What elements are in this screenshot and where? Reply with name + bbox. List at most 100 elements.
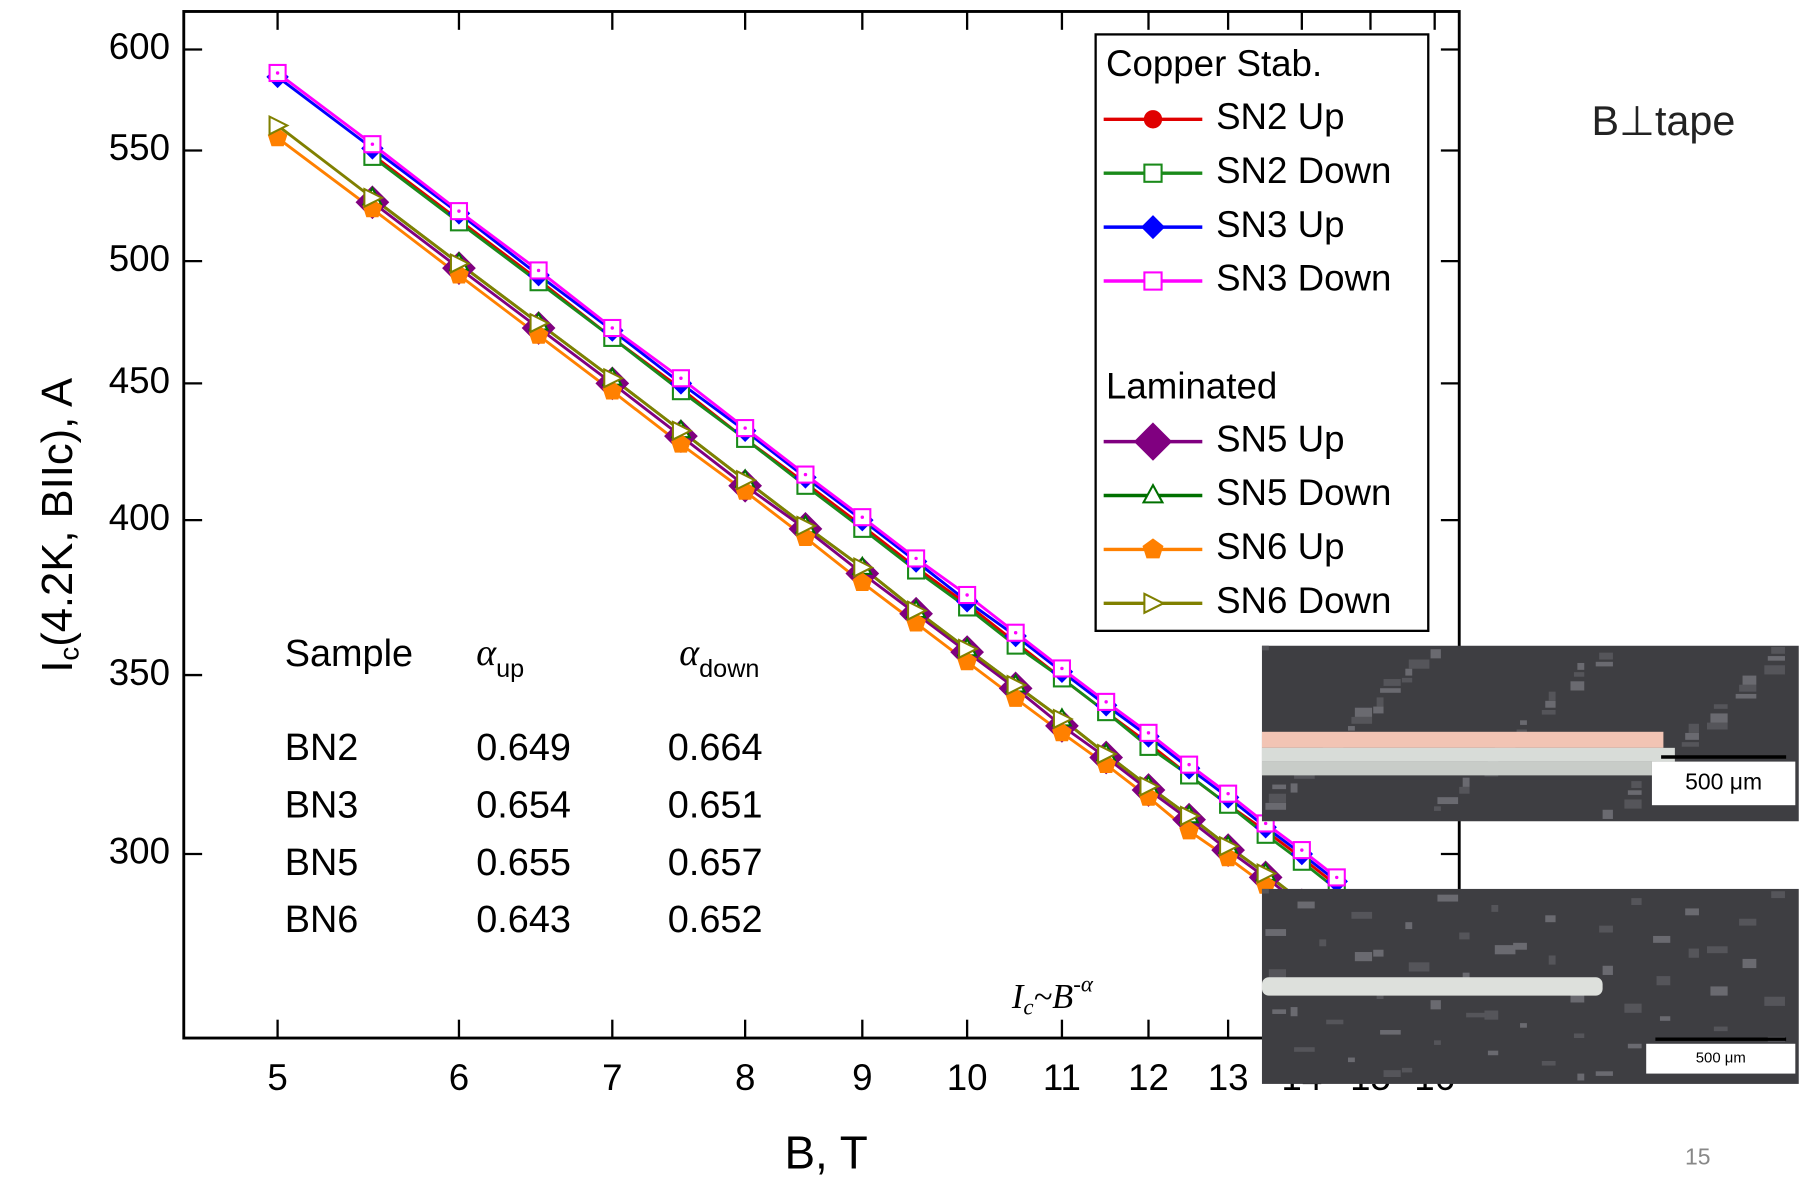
marker-dot [457, 209, 461, 213]
micrograph-grain [1484, 1010, 1499, 1020]
marker-dot [1146, 731, 1151, 735]
data-marker [671, 420, 693, 442]
table-cell: 0.655 [476, 842, 571, 884]
micrograph-grain [1268, 969, 1287, 979]
micrograph-grain [1624, 799, 1642, 809]
micrograph-grain [1520, 720, 1527, 725]
micrograph-grain [1685, 908, 1699, 916]
micrograph-grain [1577, 1073, 1585, 1081]
micrograph-grain [1739, 918, 1757, 926]
data-marker [1143, 163, 1163, 183]
plot-frame [182, 10, 1461, 1040]
micrograph-grain [1373, 706, 1384, 714]
micrograph-grain [1462, 777, 1470, 787]
table-cell: 0.654 [476, 784, 571, 826]
micrograph-grain [1351, 716, 1373, 724]
micrograph-grain [1401, 677, 1413, 683]
tape-layer [1261, 761, 1652, 776]
micrograph-grain [1735, 693, 1757, 699]
micrograph-grain [1268, 793, 1287, 803]
micrograph-grain [1373, 949, 1384, 957]
micrograph-grain [1627, 1043, 1642, 1049]
micrograph-grain [1771, 891, 1785, 899]
micrograph-grain [1548, 691, 1556, 701]
table-header: αup [476, 632, 524, 683]
micrograph-grain [1595, 1071, 1613, 1076]
micrograph-grain [1764, 996, 1785, 1006]
micrograph-grain [1347, 726, 1355, 731]
y-tick-label: 350 [109, 652, 170, 693]
micrograph-grain [1434, 1040, 1441, 1045]
legend-label: SN6 Down [1216, 580, 1391, 621]
micrograph-grain [1347, 1057, 1355, 1063]
micrograph-grain [1681, 742, 1699, 747]
legend-label: SN6 Up [1216, 526, 1344, 567]
micrograph-grain [1577, 662, 1585, 670]
micrograph-grain [1487, 1050, 1499, 1056]
y-tick-label: 500 [109, 238, 170, 279]
data-marker [1139, 775, 1161, 797]
formula-base: I [1011, 978, 1025, 1016]
table-header: αdown [679, 632, 759, 683]
table-header-sub: up [496, 655, 524, 683]
micrograph-grain [1383, 1070, 1401, 1078]
micrograph-grain [1376, 697, 1384, 707]
marker-dot [1300, 848, 1304, 852]
data-marker [852, 572, 873, 592]
micrograph-grain [1261, 888, 1269, 894]
data-marker [1143, 592, 1166, 615]
micrograph-grain [1742, 675, 1757, 685]
micrograph-grain [1520, 1023, 1527, 1028]
micrograph-grain [1466, 1012, 1487, 1018]
micrograph-grain [1408, 659, 1430, 669]
data-marker [1097, 743, 1119, 765]
legend-label: SN5 Down [1216, 472, 1391, 513]
micrograph-grain [1688, 723, 1699, 733]
micrograph-grain [1742, 958, 1757, 969]
micrograph-grain [1294, 774, 1315, 779]
x-tick-label: 12 [1128, 1057, 1169, 1098]
micrograph-grain [1408, 962, 1430, 972]
micrograph-grain [1706, 722, 1728, 730]
marker-dot [914, 556, 918, 561]
scale-label-box [1651, 761, 1796, 806]
scale-label: 500 μm [1685, 768, 1762, 794]
legend-group-title: Laminated [1106, 366, 1277, 407]
legend-label: SN2 Up [1216, 96, 1344, 137]
marker-dot [1226, 791, 1230, 796]
micrograph-grain [1319, 939, 1327, 947]
formula-sub: c [1023, 995, 1033, 1020]
micrograph-grain [1713, 1026, 1728, 1032]
micrograph-grain [1595, 661, 1613, 667]
micrograph-grain [1380, 688, 1401, 693]
data-marker [1141, 483, 1165, 504]
micrograph-grain [1430, 649, 1441, 659]
x-tick-label: 9 [852, 1057, 872, 1098]
micrograph-grain [1653, 935, 1671, 943]
marker-dot [860, 515, 865, 519]
data-marker [796, 515, 818, 537]
y-label-rest: (4.2K, BIIc), A [33, 378, 81, 647]
x-tick-label: 10 [947, 1057, 988, 1098]
micrograph-grain [1573, 672, 1585, 677]
data-marker [529, 312, 551, 334]
table-cell: 0.643 [476, 899, 571, 941]
micrograph-grain [1764, 665, 1785, 675]
micrograph-grain [1624, 1003, 1642, 1013]
table-cell: BN3 [285, 784, 359, 826]
marker-dot [1335, 875, 1339, 880]
x-tick-label: 13 [1208, 1057, 1249, 1098]
micrograph-grain [1599, 652, 1613, 660]
micrograph-grain [1494, 945, 1516, 955]
micrograph-grain [1599, 925, 1613, 933]
marker-dot [803, 472, 808, 477]
legend-label: SN5 Up [1216, 418, 1344, 459]
tape [1261, 977, 1603, 996]
micrograph-grain [1380, 1030, 1401, 1035]
micrograph-grain [1656, 976, 1671, 986]
micrograph-grain [1272, 1009, 1287, 1014]
micrograph-grain [1570, 993, 1585, 1003]
y-tick-label: 450 [109, 360, 170, 401]
micrograph-grain [1437, 797, 1459, 805]
